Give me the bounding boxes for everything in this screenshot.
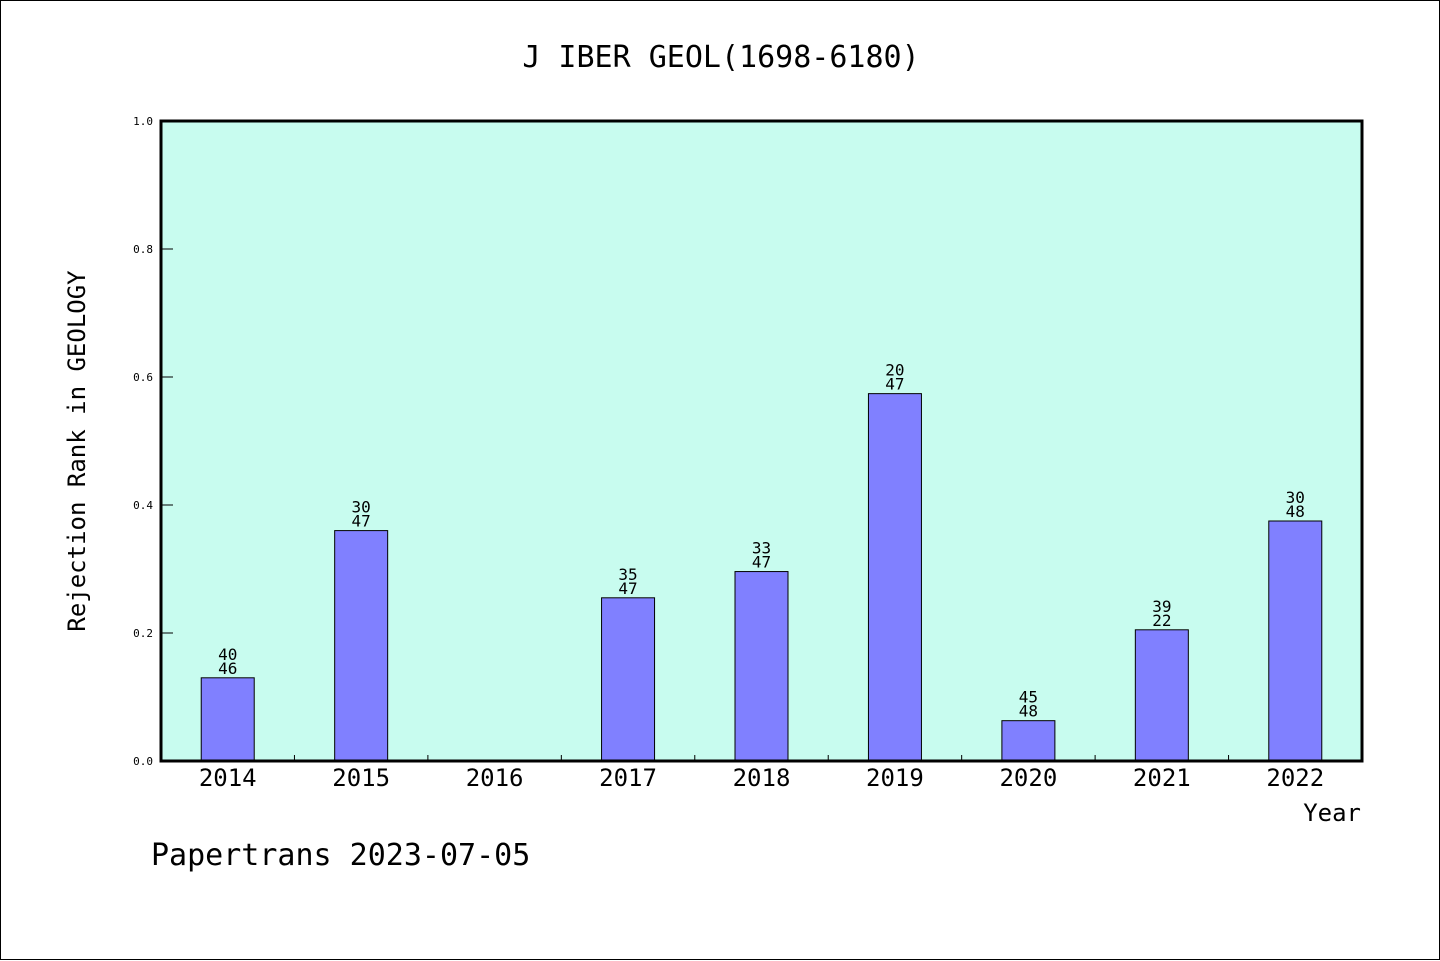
y-tick-label: 1.0 (133, 115, 153, 128)
x-tick-label: 2015 (332, 764, 390, 792)
bar-label-bottom: 22 (1152, 611, 1171, 630)
x-tick-label: 2022 (1266, 764, 1324, 792)
x-tick-label: 2016 (466, 764, 524, 792)
y-tick-label: 0.8 (133, 243, 153, 256)
bar-2020 (1001, 720, 1056, 762)
bar-label-top: 40 (218, 645, 237, 664)
bar-label-top: 20 (885, 361, 904, 380)
y-tick-label: 0.0 (133, 755, 153, 768)
x-tick-label: 2021 (1133, 764, 1191, 792)
bar-label-bottom: 46 (218, 659, 237, 678)
chart-title: J IBER GEOL(1698-6180) (522, 40, 919, 75)
y-tick-label: 0.6 (133, 371, 153, 384)
bar-label-top: 39 (1152, 597, 1171, 616)
bar-2017 (601, 597, 656, 762)
x-tick-label: 2020 (999, 764, 1057, 792)
bar-label-top: 35 (618, 565, 637, 584)
x-tick-label: 2017 (599, 764, 657, 792)
bar-label-bottom: 47 (885, 375, 904, 394)
bar-2021 (1134, 629, 1189, 762)
y-tick-label: 0.2 (133, 627, 153, 640)
bar-label-top: 30 (1286, 488, 1305, 507)
bar-label-bottom: 48 (1286, 502, 1305, 521)
bar-label-top: 45 (1019, 688, 1038, 707)
bar-label-top: 30 (352, 498, 371, 517)
footer-credit: Papertrans 2023-07-05 (151, 838, 530, 873)
x-tick-label: 2014 (199, 764, 257, 792)
bar-label-bottom: 48 (1019, 702, 1038, 721)
bar-2014 (200, 677, 255, 762)
bar-2019 (867, 393, 922, 762)
bar-label-bottom: 47 (352, 512, 371, 531)
y-axis-label: Rejection Rank in GEOLOGY (63, 270, 91, 632)
bar-label-bottom: 47 (618, 579, 637, 598)
bar-2022 (1268, 520, 1323, 762)
plot-area (159, 119, 1364, 763)
bar-label-bottom: 47 (752, 553, 771, 572)
x-axis-ticks: 2014 2015 2016 2017 2018 2019 2020 2021 2022 (199, 755, 1324, 792)
y-tick-label: 0.4 (133, 499, 153, 512)
x-axis-label: Year (1303, 799, 1361, 827)
x-tick-label: 2019 (866, 764, 924, 792)
bar-2015 (334, 530, 389, 762)
bar-label-top: 33 (752, 539, 771, 558)
x-tick-label: 2018 (733, 764, 791, 792)
bar-2018 (734, 571, 789, 762)
